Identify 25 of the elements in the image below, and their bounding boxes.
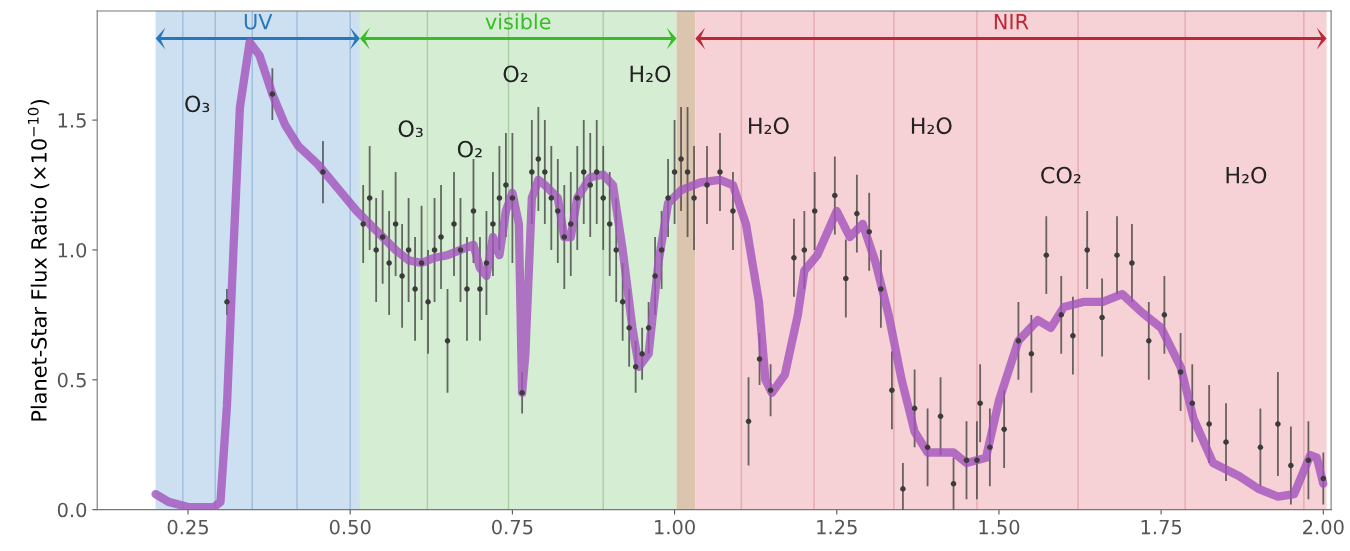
annotation: CO₂	[1041, 166, 1081, 184]
y-tick-label: 1.0	[58, 242, 87, 258]
annotation: O₂	[457, 140, 482, 158]
y-tick-label: 0.0	[57, 502, 87, 518]
x-tick-label: 1.25	[817, 519, 857, 535]
annotation: O₂	[503, 65, 528, 83]
x-tick-label: 1.50	[979, 519, 1020, 535]
annotation: O₃	[398, 120, 423, 138]
x-tick-label: 0.75	[492, 519, 533, 535]
annotation: H₂O	[749, 117, 789, 135]
x-tick-label: 2.00	[1303, 519, 1344, 535]
x-tick-label: 0.50	[329, 519, 371, 535]
x-tick-label: 0.25	[167, 519, 208, 535]
annotation: H₂O	[630, 65, 671, 83]
band-label: visible	[485, 13, 551, 30]
annotation: H₂O	[1226, 166, 1267, 184]
annotation: H₂O	[911, 117, 952, 135]
annotation: O₃	[185, 95, 210, 113]
x-tick-label: 1.00	[655, 519, 695, 535]
band-label: UV	[244, 13, 273, 30]
band-label: NIR	[994, 13, 1029, 30]
y-tick-label: 1.5	[58, 113, 86, 128]
x-tick-label: 1.75	[1141, 520, 1182, 535]
y-tick-label: 0.5	[57, 372, 86, 388]
y-axis-title: Planet-Star Flux Ratio (×10$^{−10}$)	[27, 100, 50, 421]
